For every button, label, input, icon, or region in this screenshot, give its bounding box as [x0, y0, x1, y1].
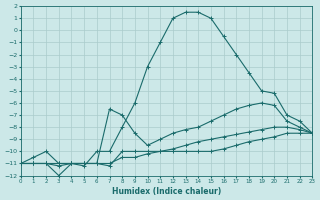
X-axis label: Humidex (Indice chaleur): Humidex (Indice chaleur) — [112, 187, 221, 196]
